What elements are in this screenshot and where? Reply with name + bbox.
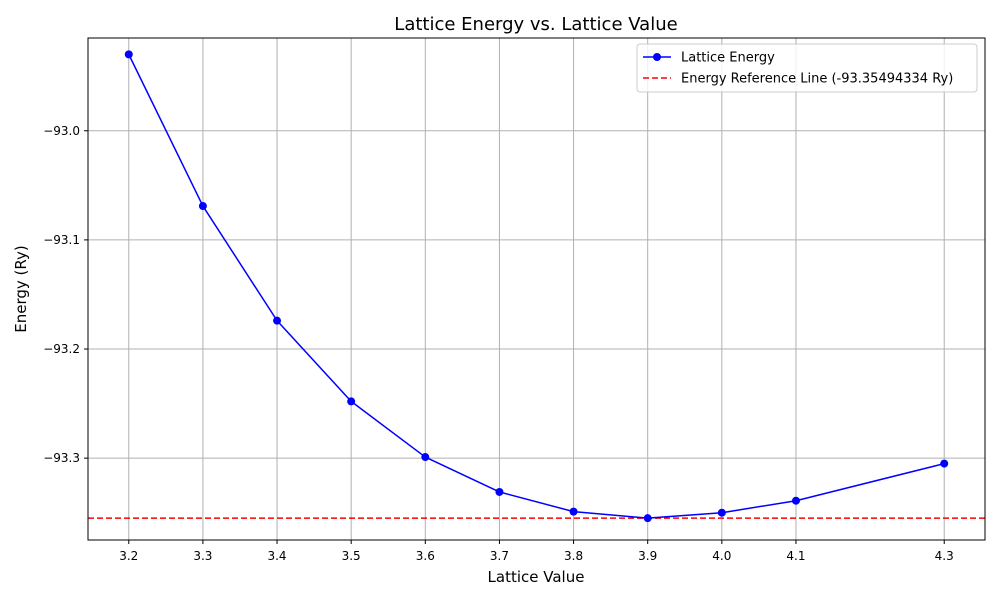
data-point bbox=[791, 496, 800, 505]
x-tick-label: 4.3 bbox=[935, 549, 954, 563]
y-axis-ticks: −93.0 −93.1 −93.2 −93.3 bbox=[43, 124, 88, 465]
x-tick-label: 3.5 bbox=[342, 549, 361, 563]
data-point bbox=[347, 397, 356, 406]
y-axis-title: Energy (Ry) bbox=[12, 245, 30, 332]
data-point bbox=[198, 202, 207, 211]
x-tick-label: 3.7 bbox=[490, 549, 509, 563]
y-tick-label: −93.2 bbox=[43, 342, 80, 356]
data-point bbox=[717, 508, 726, 517]
data-point bbox=[940, 459, 949, 468]
plot-frame bbox=[87, 37, 986, 541]
data-point bbox=[643, 514, 652, 523]
legend-marker-lattice-energy bbox=[653, 53, 661, 61]
x-tick-label: 3.9 bbox=[638, 549, 657, 563]
x-axis-title: Lattice Value bbox=[488, 568, 585, 586]
y-tick-label: −93.3 bbox=[43, 451, 80, 465]
data-point bbox=[421, 453, 430, 462]
y-tick-label: −93.0 bbox=[43, 124, 80, 138]
x-tick-label: 4.1 bbox=[786, 549, 805, 563]
x-tick-label: 3.3 bbox=[193, 549, 212, 563]
data-point bbox=[124, 50, 133, 59]
data-point bbox=[495, 487, 504, 496]
y-tick-label: −93.1 bbox=[43, 233, 80, 247]
grid-lines bbox=[88, 38, 985, 540]
x-tick-label: 3.8 bbox=[564, 549, 583, 563]
x-tick-label: 3.6 bbox=[416, 549, 435, 563]
legend-box bbox=[636, 43, 978, 93]
x-axis-ticks: 3.2 3.3 3.4 3.5 3.6 3.7 3.8 3.9 4.0 4.1 4.3 bbox=[119, 540, 954, 563]
legend-label-reference-line: Energy Reference Line (-93.35494334 Ry) bbox=[681, 72, 953, 87]
chart-title: Lattice Energy vs. Lattice Value bbox=[394, 14, 677, 35]
x-tick-label: 4.0 bbox=[712, 549, 731, 563]
legend: Lattice Energy Energy Reference Line (-9… bbox=[636, 43, 978, 93]
legend-label-lattice-energy: Lattice Energy bbox=[681, 51, 775, 66]
plot-area bbox=[88, 38, 985, 540]
x-tick-label: 3.2 bbox=[119, 549, 138, 563]
data-point bbox=[273, 316, 282, 325]
data-point bbox=[569, 507, 578, 516]
series-layer bbox=[124, 50, 949, 523]
x-tick-label: 3.4 bbox=[267, 549, 286, 563]
